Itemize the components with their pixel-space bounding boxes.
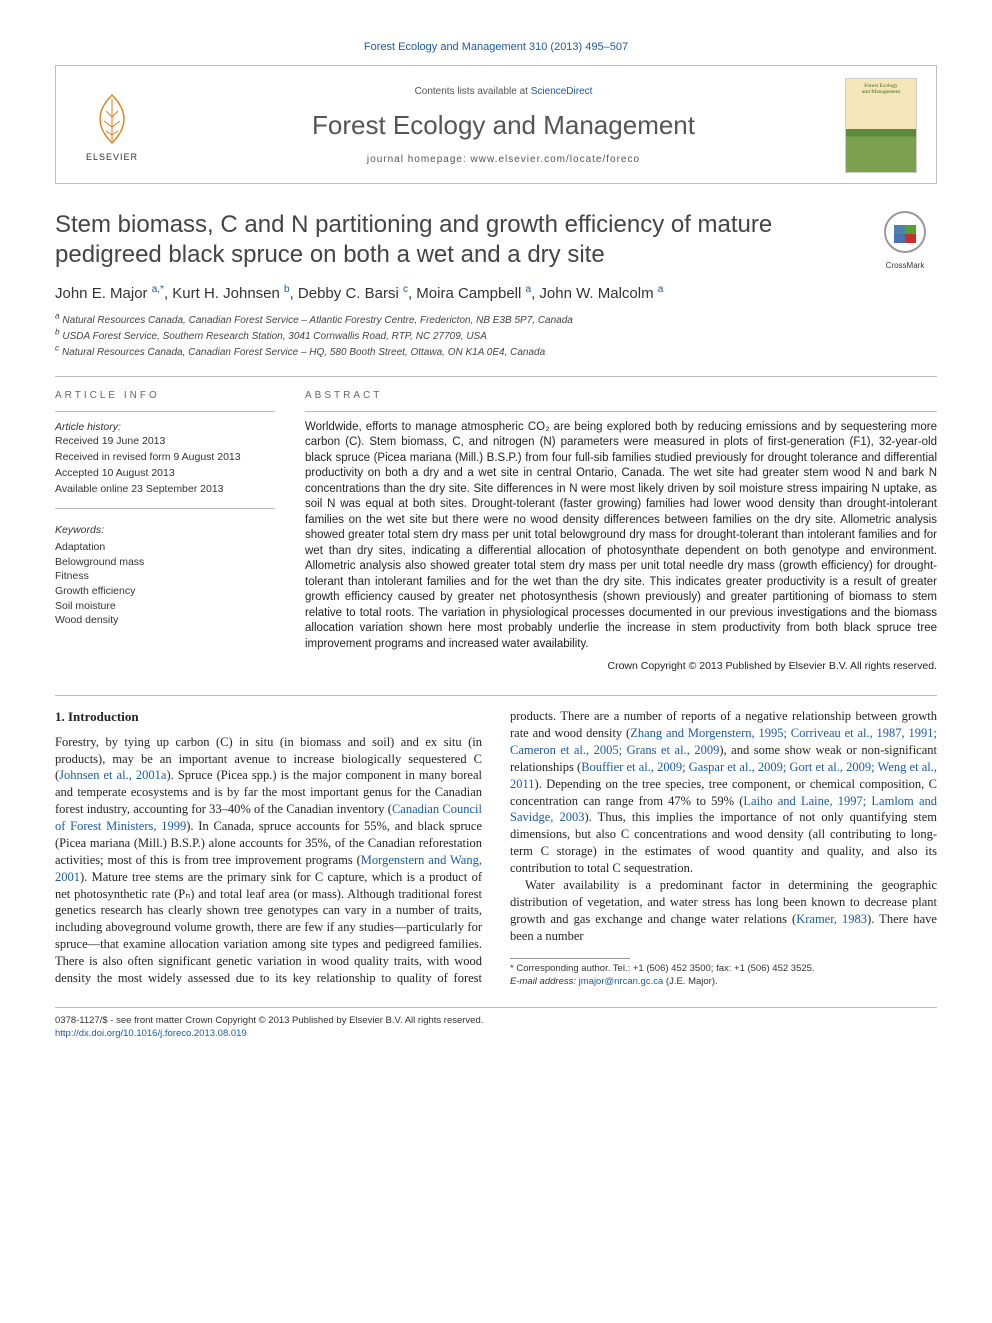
history-list: Received 19 June 2013Received in revised… [55, 434, 275, 496]
history-item: Received in revised form 9 August 2013 [55, 450, 275, 465]
footer-frontmatter: 0378-1127/$ - see front matter Crown Cop… [55, 1014, 937, 1027]
email-label: E-mail address: [510, 976, 579, 987]
history-head: Article history: [55, 421, 121, 433]
info-abstract-grid: ARTICLE INFO Article history: Received 1… [55, 389, 937, 673]
crossmark-badge[interactable]: CrossMark [873, 210, 937, 270]
corr-line: * Corresponding author. Tel.: +1 (506) 4… [510, 963, 937, 976]
journal-name: Forest Ecology and Management [176, 107, 831, 143]
crossmark-icon [883, 210, 927, 254]
publisher-brand: ELSEVIER [86, 151, 138, 164]
sciencedirect-link[interactable]: ScienceDirect [531, 86, 593, 97]
keyword-item: Wood density [55, 613, 275, 628]
abstract-copyright: Crown Copyright © 2013 Published by Else… [305, 659, 937, 674]
cover-title-2: and Management [862, 89, 900, 95]
keyword-item: Soil moisture [55, 599, 275, 614]
keyword-item: Belowground mass [55, 555, 275, 570]
article-info-head: ARTICLE INFO [55, 389, 275, 403]
email-tail: (J.E. Major). [663, 976, 717, 987]
keywords-head: Keywords: [55, 523, 275, 538]
title-row: Stem biomass, C and N partitioning and g… [55, 210, 937, 270]
authors-line: John E. Major a,*, Kurt H. Johnsen b, De… [55, 283, 937, 304]
divider-bottom [55, 695, 937, 696]
cite-kramer-1983[interactable]: Kramer, 1983 [796, 912, 867, 926]
crossmark-label: CrossMark [873, 260, 937, 271]
divider-top [55, 376, 937, 377]
intro-p2: Water availability is a predominant fact… [510, 877, 937, 945]
cite-johnsen-2001a[interactable]: Johnsen et al., 2001a [59, 768, 166, 782]
abstract-head: ABSTRACT [305, 389, 937, 403]
affiliation: c Natural Resources Canada, Canadian For… [55, 346, 937, 360]
abstract-text: Worldwide, efforts to manage atmospheric… [305, 420, 937, 653]
history-item: Received 19 June 2013 [55, 434, 275, 449]
topline-link[interactable]: Forest Ecology and Management 310 (2013)… [364, 41, 628, 53]
page-footer: 0378-1127/$ - see front matter Crown Cop… [55, 1007, 937, 1041]
header-center: Contents lists available at ScienceDirec… [176, 85, 831, 167]
footnote-separator [510, 958, 630, 959]
abstract-block: ABSTRACT Worldwide, efforts to manage at… [305, 389, 937, 673]
journal-header-box: ELSEVIER Contents lists available at Sci… [55, 65, 937, 184]
journal-homepage: journal homepage: www.elsevier.com/locat… [176, 153, 831, 167]
section-1-title: 1. Introduction [55, 708, 482, 726]
keywords-list: AdaptationBelowground massFitnessGrowth … [55, 540, 275, 628]
corr-email-link[interactable]: jmajor@nrcan.gc.ca [579, 976, 664, 987]
history-item: Available online 23 September 2013 [55, 482, 275, 497]
intro-p1: Forestry, by tying up carbon (C) in situ… [55, 708, 937, 989]
doi-link[interactable]: http://dx.doi.org/10.1016/j.foreco.2013.… [55, 1028, 247, 1039]
elsevier-tree-icon [82, 89, 142, 149]
article-info-block: ARTICLE INFO Article history: Received 1… [55, 389, 275, 673]
elsevier-logo[interactable]: ELSEVIER [72, 83, 152, 168]
keyword-item: Growth efficiency [55, 584, 275, 599]
homepage-url[interactable]: www.elsevier.com/locate/foreco [471, 154, 641, 165]
affiliations: a Natural Resources Canada, Canadian For… [55, 314, 937, 360]
keyword-item: Fitness [55, 569, 275, 584]
affiliation: a Natural Resources Canada, Canadian For… [55, 314, 937, 328]
history-item: Accepted 10 August 2013 [55, 466, 275, 481]
corresponding-author-footnote: * Corresponding author. Tel.: +1 (506) 4… [510, 963, 937, 989]
affiliation: b USDA Forest Service, Southern Research… [55, 330, 937, 344]
contents-line: Contents lists available at ScienceDirec… [176, 85, 831, 99]
journal-citation-topline: Forest Ecology and Management 310 (2013)… [55, 40, 937, 55]
article-title: Stem biomass, C and N partitioning and g… [55, 210, 857, 270]
keyword-item: Adaptation [55, 540, 275, 555]
journal-cover-thumbnail[interactable]: Forest Ecology and Management [845, 78, 917, 173]
body-two-column: 1. Introduction Forestry, by tying up ca… [55, 708, 937, 989]
